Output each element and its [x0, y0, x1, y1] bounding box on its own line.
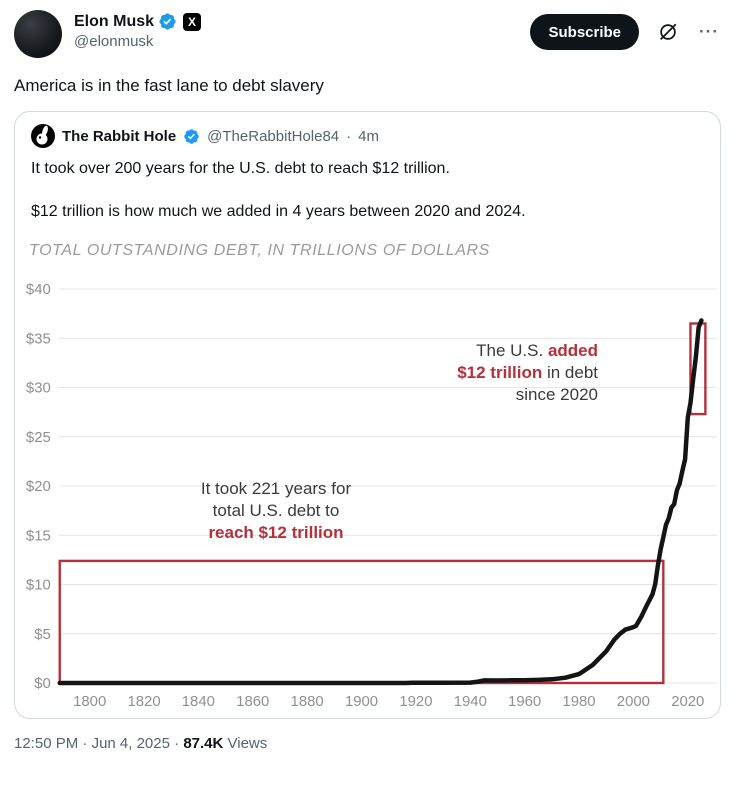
grok-actions-button[interactable] [655, 19, 681, 45]
debt-chart[interactable]: $0 $5 $10 $15 $20 $25 $30 $35 $40 1800 1820 1840 186… [15, 234, 720, 718]
x-axis-tick-label: 2000 [617, 693, 650, 710]
x-axis-tick-label: 1940 [454, 693, 487, 710]
quoted-verified-badge-icon [183, 128, 200, 145]
chart-annotation-221-years: It took 221 years for total U.S. debt to… [200, 479, 352, 542]
x-axis-tick-label: 1820 [127, 693, 160, 710]
views-label: Views [227, 735, 268, 752]
x-axis-tick-label: 1800 [73, 693, 106, 710]
debt-chart-svg: $0 $5 $10 $15 $20 $25 $30 $35 $40 1800 1820 1840 186… [26, 281, 718, 710]
author-avatar[interactable] [14, 10, 62, 58]
highlight-box [58, 559, 665, 685]
quoted-paragraph-2: $12 trillion is how much we added in 4 y… [31, 203, 526, 220]
x-axis-tick-label: 1860 [236, 693, 269, 710]
y-axis-tick-label: $40 [26, 281, 51, 298]
y-axis-tick-label: $30 [26, 379, 51, 396]
x-axis-tick-label: 1920 [399, 693, 432, 710]
x-axis-tick-label: 1960 [508, 693, 541, 710]
ellipsis-icon: ··· [699, 21, 719, 41]
tweet-header: Elon Musk X @elonmusk Subscribe ··· [14, 10, 721, 58]
tweet-text: America is in the fast lane to debt slav… [14, 76, 324, 95]
subscribe-button[interactable]: Subscribe [530, 14, 640, 50]
verified-badge-icon [158, 12, 177, 31]
quoted-timestamp: 4m [358, 127, 379, 145]
quoted-tweet-header: The Rabbit Hole @TheRabbitHole84 · 4m [15, 112, 720, 148]
x-axis-tick-label: 1980 [562, 693, 595, 710]
chart-title: TOTAL OUTSTANDING DEBT, IN TRILLIONS OF … [29, 242, 490, 259]
y-axis-tick-label: $25 [26, 429, 51, 446]
quoted-author-display-name[interactable]: The Rabbit Hole [62, 127, 177, 145]
x-affiliate-badge[interactable]: X [183, 12, 202, 31]
quoted-tweet-card[interactable]: The Rabbit Hole @TheRabbitHole84 · 4m It… [14, 111, 721, 719]
y-axis-tick-label: $5 [34, 626, 51, 643]
grok-icon [657, 23, 679, 46]
x-axis-tick-label: 1900 [345, 693, 378, 710]
y-axis-tick-label: $35 [26, 330, 51, 347]
views-count: 87.4K [183, 735, 224, 752]
x-axis-tick-label: 2020 [671, 693, 704, 710]
x-axis-tick-label: 1880 [291, 693, 324, 710]
quoted-author-avatar[interactable] [31, 124, 55, 148]
debt-line-series [57, 318, 704, 686]
chart-annotation-added-since-2020: The U.S. added $12 trillion in debt sinc… [457, 341, 598, 404]
post-date: Jun 4, 2025 [91, 735, 170, 752]
author-display-name[interactable]: Elon Musk [74, 12, 155, 30]
tweet-metadata: 12:50 PM · Jun 4, 2025 · 87.4K Views [14, 735, 721, 752]
more-options-button[interactable]: ··· [697, 23, 721, 40]
y-axis-tick-label: $15 [26, 527, 51, 544]
y-axis-tick-label: $20 [26, 478, 51, 495]
post-time: 12:50 PM [14, 735, 79, 752]
quoted-paragraph-1: It took over 200 years for the U.S. debt… [31, 160, 450, 177]
quoted-meta-separator: · [346, 127, 352, 145]
tweet-post: Elon Musk X @elonmusk Subscribe ··· [14, 10, 721, 752]
meta-separator-1: · [82, 735, 88, 752]
y-axis-tick-label: $10 [26, 576, 51, 593]
quoted-author-handle: @TheRabbitHole84 [207, 127, 340, 145]
author-handle: @elonmusk [74, 33, 154, 50]
author-name-block: Elon Musk X @elonmusk [74, 10, 202, 50]
y-axis-tick-label: $0 [34, 675, 51, 692]
x-axis-tick-label: 1840 [182, 693, 215, 710]
meta-separator-2: · [174, 735, 180, 752]
